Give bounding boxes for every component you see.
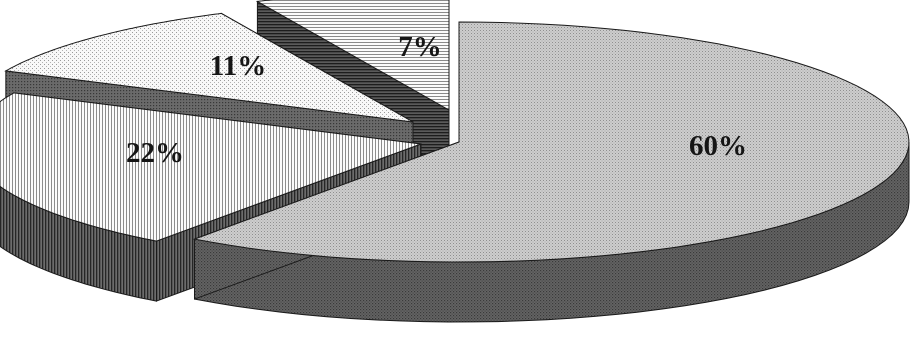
pie-slice-60-percent (192, 21, 910, 323)
slice-label-60-percent: 60% (689, 130, 747, 162)
pie-slice-top (4, 12, 414, 123)
pie-slice-top (0, 92, 422, 242)
slice-label-22-percent: 22% (126, 137, 184, 169)
pie-slice-top (192, 21, 910, 263)
slice-label-11-percent: 11% (210, 50, 266, 82)
pie-slice-top (255, 0, 450, 111)
slice-label-7-percent: 7% (398, 31, 442, 63)
